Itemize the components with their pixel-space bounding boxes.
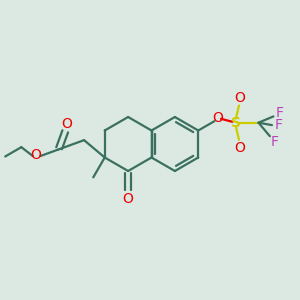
Text: O: O: [212, 111, 224, 125]
Text: F: F: [275, 118, 283, 132]
Text: O: O: [235, 91, 246, 105]
Text: O: O: [235, 141, 246, 154]
Text: O: O: [61, 117, 72, 131]
Text: O: O: [123, 192, 134, 206]
Text: S: S: [231, 116, 241, 130]
Text: F: F: [276, 106, 284, 120]
Text: F: F: [270, 135, 278, 149]
Text: O: O: [31, 148, 42, 162]
